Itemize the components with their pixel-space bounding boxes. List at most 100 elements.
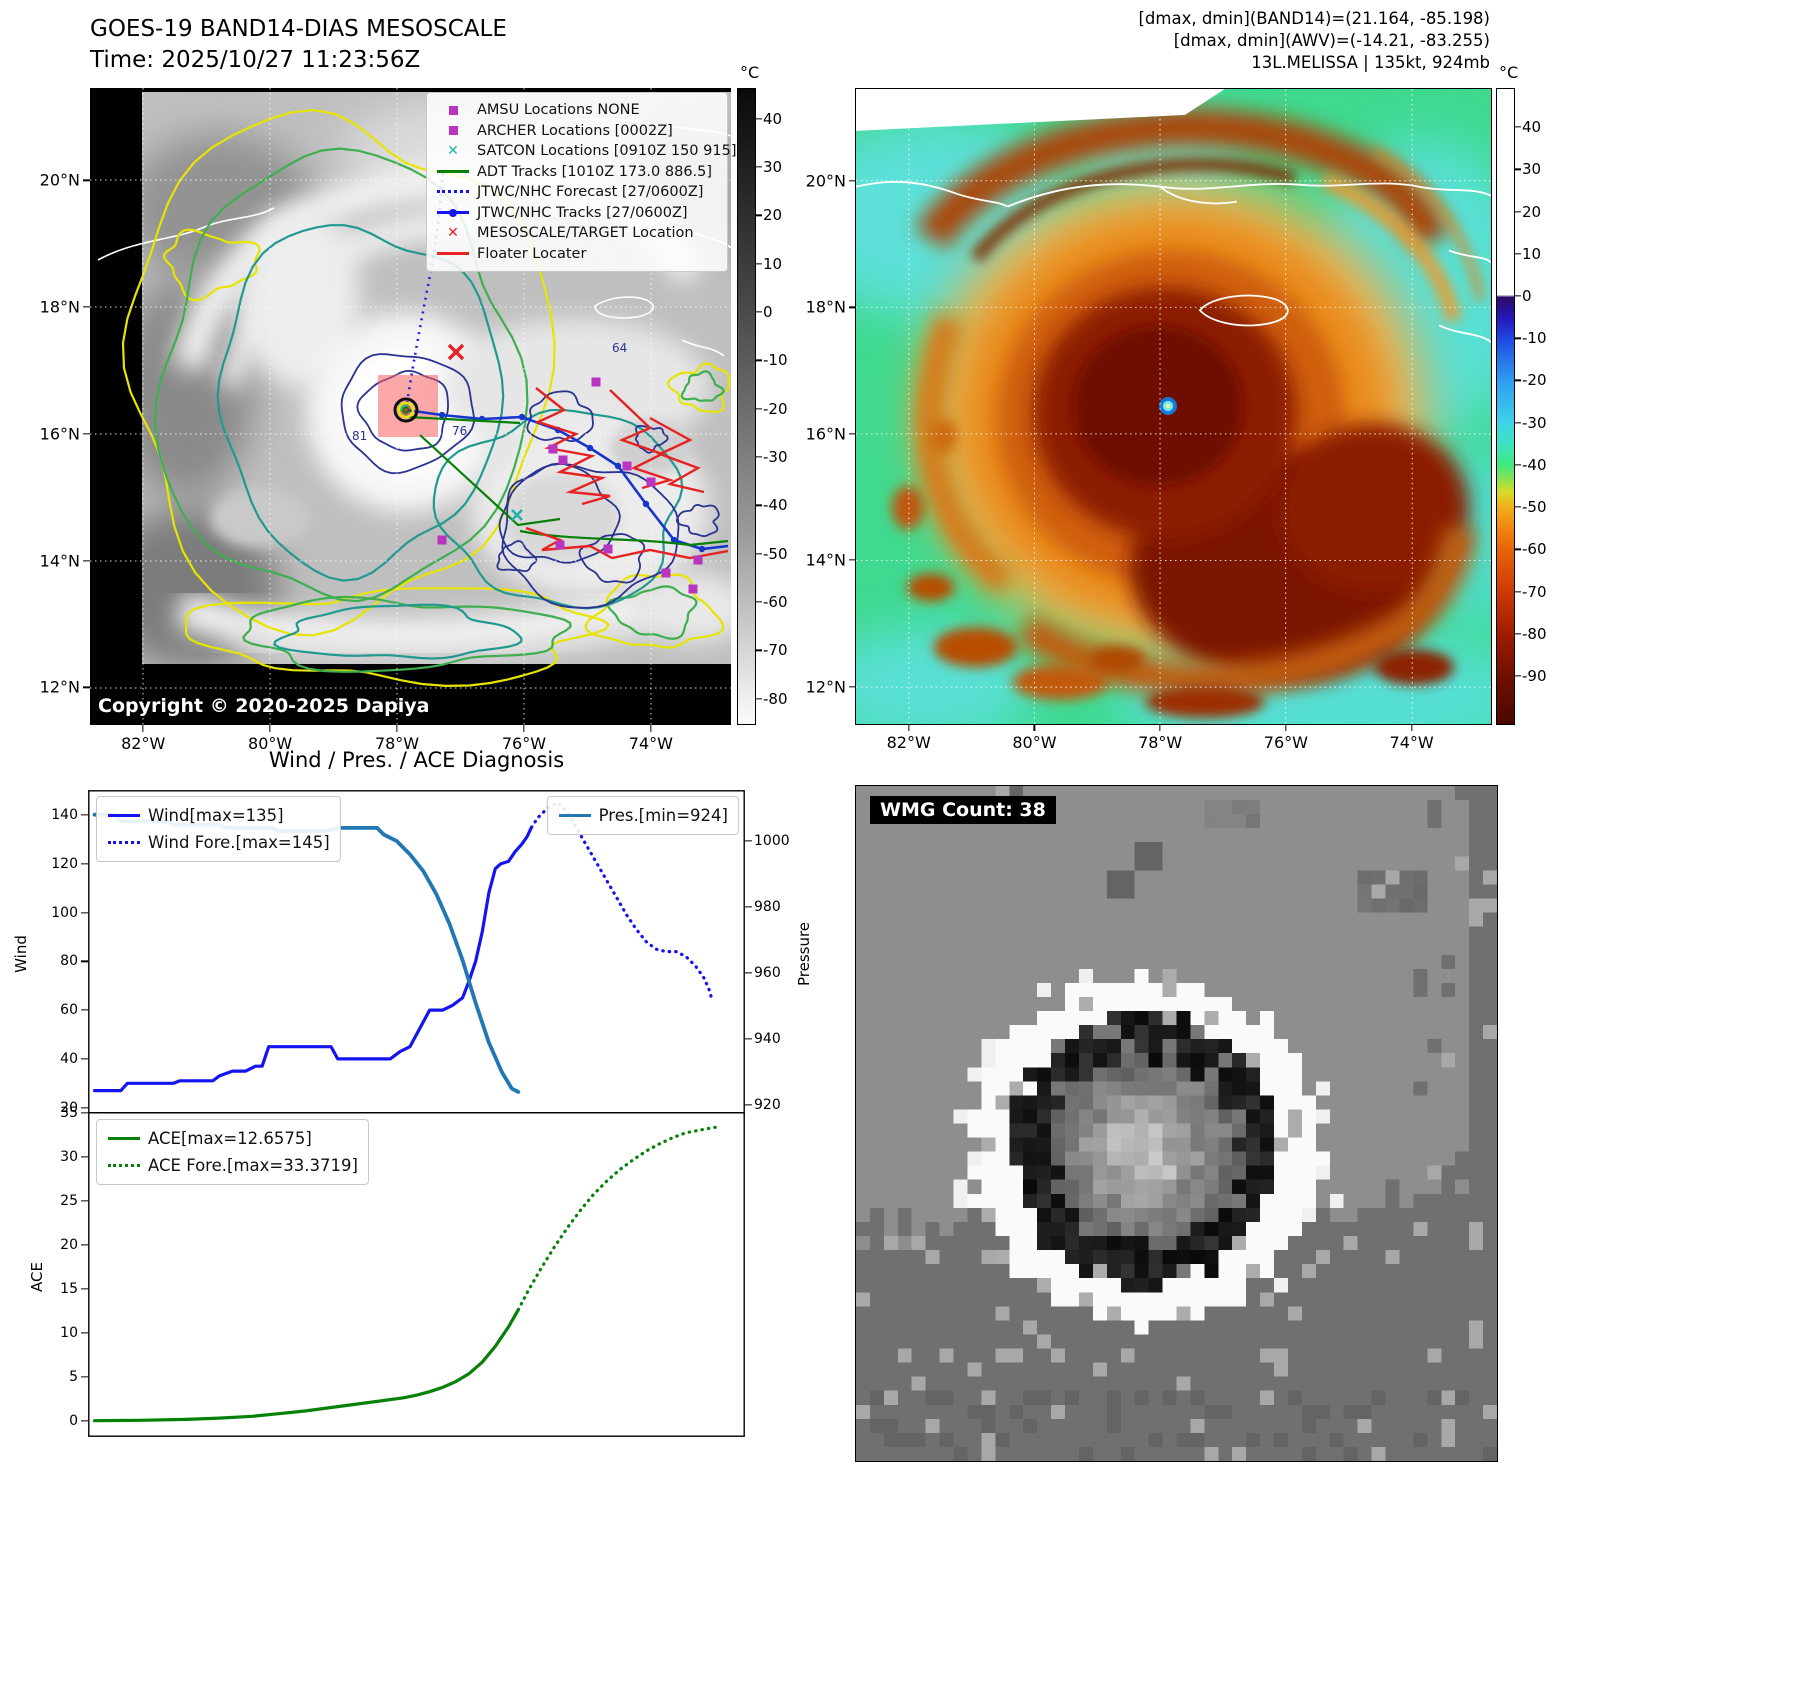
colorbar-tick-label: -60 bbox=[1522, 540, 1547, 559]
legend-item: Floater Locater bbox=[436, 244, 718, 265]
contour-line bbox=[273, 603, 523, 660]
tick-mark bbox=[1514, 210, 1521, 213]
lon-tick-label: 80°W bbox=[1012, 733, 1057, 752]
amsu-archer-marker bbox=[555, 540, 565, 550]
contour-line bbox=[606, 585, 698, 640]
axis-tick-label: 35 bbox=[60, 1105, 78, 1121]
tick-mark bbox=[745, 972, 752, 974]
floater-track-line bbox=[534, 387, 611, 506]
tick-mark bbox=[1514, 337, 1521, 339]
axis-tick-label: 120 bbox=[51, 855, 78, 872]
contour-line bbox=[496, 540, 538, 572]
teal-x-swatch bbox=[436, 143, 470, 159]
amsu-archer-marker bbox=[661, 568, 671, 578]
tick-mark bbox=[650, 725, 652, 732]
axis-tick-label: 920 bbox=[754, 1097, 781, 1114]
tracks-and-markers: 64 81 76 bbox=[352, 171, 729, 594]
axis-tick-label: 940 bbox=[754, 1031, 781, 1048]
axis-tick-label: 15 bbox=[60, 1281, 78, 1298]
tick-mark bbox=[755, 359, 762, 362]
contour-line bbox=[432, 408, 684, 610]
legend-label: AMSU Locations NONE bbox=[477, 102, 640, 119]
legend-item: Wind Fore.[max=145] bbox=[107, 829, 330, 856]
tick-mark bbox=[81, 814, 88, 816]
tick-mark bbox=[1514, 168, 1521, 170]
amsu-archer-marker bbox=[693, 555, 703, 565]
jtwc-track-point bbox=[614, 462, 622, 470]
tick-mark bbox=[81, 1376, 88, 1378]
warm-storm-field bbox=[891, 108, 1485, 719]
line-swatch bbox=[107, 1131, 141, 1147]
tick-mark bbox=[1514, 253, 1521, 255]
tick-mark bbox=[755, 456, 762, 458]
axis-tick-label: 30 bbox=[60, 1149, 78, 1166]
axis-tick-label: 80 bbox=[60, 953, 78, 970]
colorbar-tick-label: -70 bbox=[763, 641, 788, 660]
lat-tick-label: 14°N bbox=[805, 550, 846, 570]
tick-mark bbox=[849, 306, 856, 309]
colorbar-tick-label: -50 bbox=[763, 544, 788, 563]
colorbar-tick-label: -40 bbox=[763, 496, 788, 515]
colorbar-tick-label: 30 bbox=[763, 158, 783, 177]
legend-label: ADT Tracks [1010Z 173.0 886.5] bbox=[477, 163, 713, 180]
tick-mark bbox=[81, 1244, 88, 1246]
lat-tick-label: 12°N bbox=[805, 677, 846, 697]
contour-line bbox=[216, 224, 505, 582]
tick-mark bbox=[755, 504, 762, 507]
tick-mark bbox=[81, 1058, 88, 1060]
tick-mark bbox=[81, 1200, 88, 1202]
mesoscale-target-marker bbox=[447, 343, 465, 361]
grid-lines bbox=[856, 89, 1491, 724]
jtwc-forecast-line bbox=[404, 171, 445, 411]
tick-mark bbox=[396, 725, 398, 732]
coastlines bbox=[856, 181, 1491, 343]
colorbar-tick-label: 0 bbox=[1522, 287, 1532, 305]
axis-tick-label: 5 bbox=[69, 1369, 78, 1386]
tick-mark bbox=[849, 180, 856, 182]
colorbar-tick-label: 40 bbox=[763, 109, 783, 128]
awv-header: [dmax, dmin](BAND14)=(21.164, -85.198) [… bbox=[1138, 8, 1490, 74]
colorbar-unit-label: °C bbox=[740, 63, 760, 82]
band14-title: GOES-19 BAND14-DIAS MESOSCALE bbox=[90, 16, 507, 42]
band14-colorbar-gradient bbox=[738, 89, 755, 724]
lat-tick-label: 20°N bbox=[39, 170, 80, 190]
legend-label: Pres.[min=924] bbox=[598, 806, 728, 825]
sector-edge bbox=[856, 89, 1225, 131]
colorbar-tick-label: -20 bbox=[1522, 371, 1547, 390]
tick-mark bbox=[755, 408, 762, 410]
tick-mark bbox=[755, 601, 762, 603]
jtwc-track-point bbox=[698, 545, 706, 553]
tick-mark bbox=[81, 1288, 88, 1290]
tick-mark bbox=[1514, 590, 1521, 593]
tick-mark bbox=[1285, 724, 1287, 731]
legend-label: Wind Fore.[max=145] bbox=[148, 833, 330, 852]
colorbar-tick-label: -90 bbox=[1522, 667, 1547, 686]
colorbar-tick-label: -70 bbox=[1522, 582, 1547, 601]
colorbar-tick-label: -80 bbox=[1522, 624, 1547, 643]
tick-mark bbox=[745, 840, 752, 842]
lat-tick-label: 18°N bbox=[39, 297, 80, 317]
lat-tick-label: 16°N bbox=[39, 424, 80, 444]
pressure-legend: Pres.[min=924] bbox=[546, 796, 739, 835]
lon-tick-label: 78°W bbox=[1138, 733, 1183, 752]
amsu-archer-marker bbox=[688, 584, 698, 594]
amsu-archer-marker bbox=[437, 535, 447, 545]
line-swatch bbox=[558, 808, 592, 824]
line-swatch bbox=[107, 1158, 141, 1174]
tick-mark bbox=[755, 311, 762, 313]
tick-mark bbox=[81, 863, 88, 865]
awv-header-line: [dmax, dmin](AWV)=(-14.21, -83.255) bbox=[1173, 31, 1490, 50]
jtwc-track-point bbox=[438, 411, 446, 419]
tick-mark bbox=[81, 1106, 88, 1109]
tick-mark bbox=[1514, 126, 1521, 128]
tick-mark bbox=[1159, 724, 1161, 731]
axis-tick-label: 60 bbox=[60, 1002, 78, 1019]
legend-label: JTWC/NHC Tracks [27/0600Z] bbox=[477, 204, 688, 221]
colorbar-tick-label: 30 bbox=[1522, 160, 1542, 179]
tick-mark bbox=[81, 1156, 88, 1158]
series-line bbox=[529, 801, 714, 1002]
jtwc-track-point bbox=[518, 413, 526, 421]
red-line-swatch bbox=[436, 246, 470, 262]
tick-mark bbox=[755, 166, 762, 168]
contour-label: 64 bbox=[612, 341, 627, 355]
